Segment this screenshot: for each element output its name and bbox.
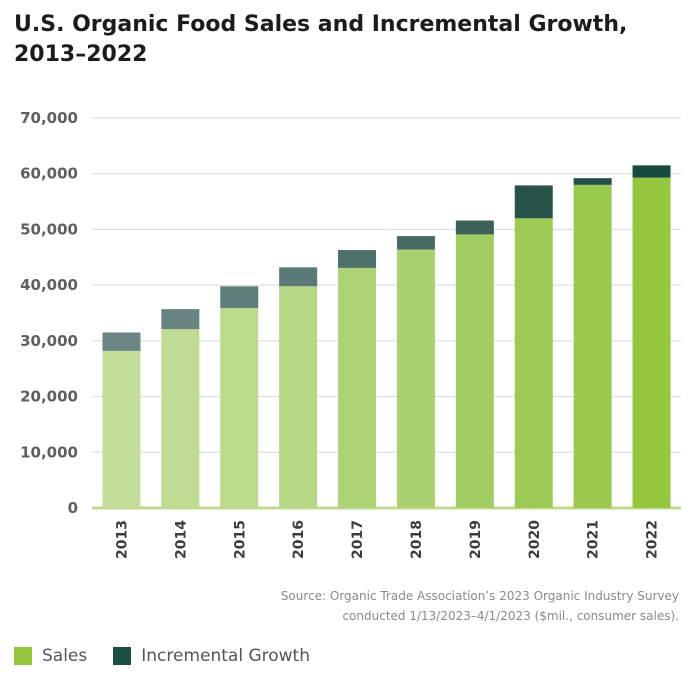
bars xyxy=(102,165,671,509)
bar-sales xyxy=(396,249,435,508)
x-tick-label: 2018 xyxy=(409,520,425,559)
legend-swatch-sales xyxy=(14,647,32,665)
x-tick-label: 2016 xyxy=(291,520,307,559)
legend-swatch-incremental-growth xyxy=(113,647,132,665)
bar-incremental-growth xyxy=(396,236,435,250)
x-tick-label: 2017 xyxy=(350,520,366,559)
bar-incremental-growth xyxy=(161,309,200,330)
y-axis: 0 10,000 20,000 30,000 40,000 50,000 60,000 70,… xyxy=(20,109,78,517)
x-tick-label: 2014 xyxy=(173,520,189,559)
legend-label-sales: Sales xyxy=(42,646,88,666)
bar-sales xyxy=(279,286,318,508)
bar-sales xyxy=(161,329,200,508)
x-tick-label: 2019 xyxy=(468,520,484,559)
bar-incremental-growth xyxy=(573,178,612,185)
bar-incremental-growth xyxy=(455,220,494,235)
bar-sales xyxy=(220,307,259,508)
y-tick-label: 0 xyxy=(68,499,78,517)
x-tick-label: 2015 xyxy=(232,520,248,559)
y-tick-label: 30,000 xyxy=(20,332,78,350)
y-tick-label: 70,000 xyxy=(20,109,78,127)
bar-incremental-growth xyxy=(102,332,141,351)
source-line-2: conducted 1/13/2023–4/1/2023 ($mil., con… xyxy=(342,609,679,623)
bar-incremental-growth xyxy=(514,185,553,219)
y-tick-label: 10,000 xyxy=(20,443,78,461)
y-tick-label: 60,000 xyxy=(20,165,78,183)
bar-chart: 0 10,000 20,000 30,000 40,000 50,000 60,000 70,… xyxy=(20,109,681,559)
bar-sales xyxy=(102,350,141,508)
x-tick-label: 2022 xyxy=(645,520,661,559)
y-tick-label: 40,000 xyxy=(20,276,78,294)
bar-incremental-growth xyxy=(338,250,377,268)
bar-incremental-growth xyxy=(220,286,259,308)
x-tick-label: 2021 xyxy=(586,520,602,559)
chart-title: U.S. Organic Food Sales and Incremental … xyxy=(14,12,628,67)
x-axis: 2013 2014 2015 2016 2017 2018 2019 2020 2021 2022 xyxy=(114,520,660,559)
bar-sales xyxy=(514,218,553,509)
bar-incremental-growth xyxy=(279,267,318,287)
legend-item-incremental-growth: Incremental Growth xyxy=(113,646,310,666)
source-note: Source: Organic Trade Association’s 2023… xyxy=(119,586,679,626)
source-line-1: Source: Organic Trade Association’s 2023… xyxy=(280,589,679,603)
bar-incremental-growth xyxy=(632,165,671,178)
bar-sales xyxy=(455,234,494,508)
legend-label-incremental-growth: Incremental Growth xyxy=(141,646,310,666)
legend: Sales Incremental Growth xyxy=(14,646,310,666)
y-tick-label: 50,000 xyxy=(20,220,78,238)
bar-sales xyxy=(573,184,612,508)
x-tick-label: 2020 xyxy=(527,520,543,559)
legend-item-sales: Sales xyxy=(14,646,87,666)
bar-sales xyxy=(632,177,671,508)
y-tick-label: 20,000 xyxy=(20,388,78,406)
x-tick-label: 2013 xyxy=(114,520,130,559)
bar-sales xyxy=(338,267,377,508)
